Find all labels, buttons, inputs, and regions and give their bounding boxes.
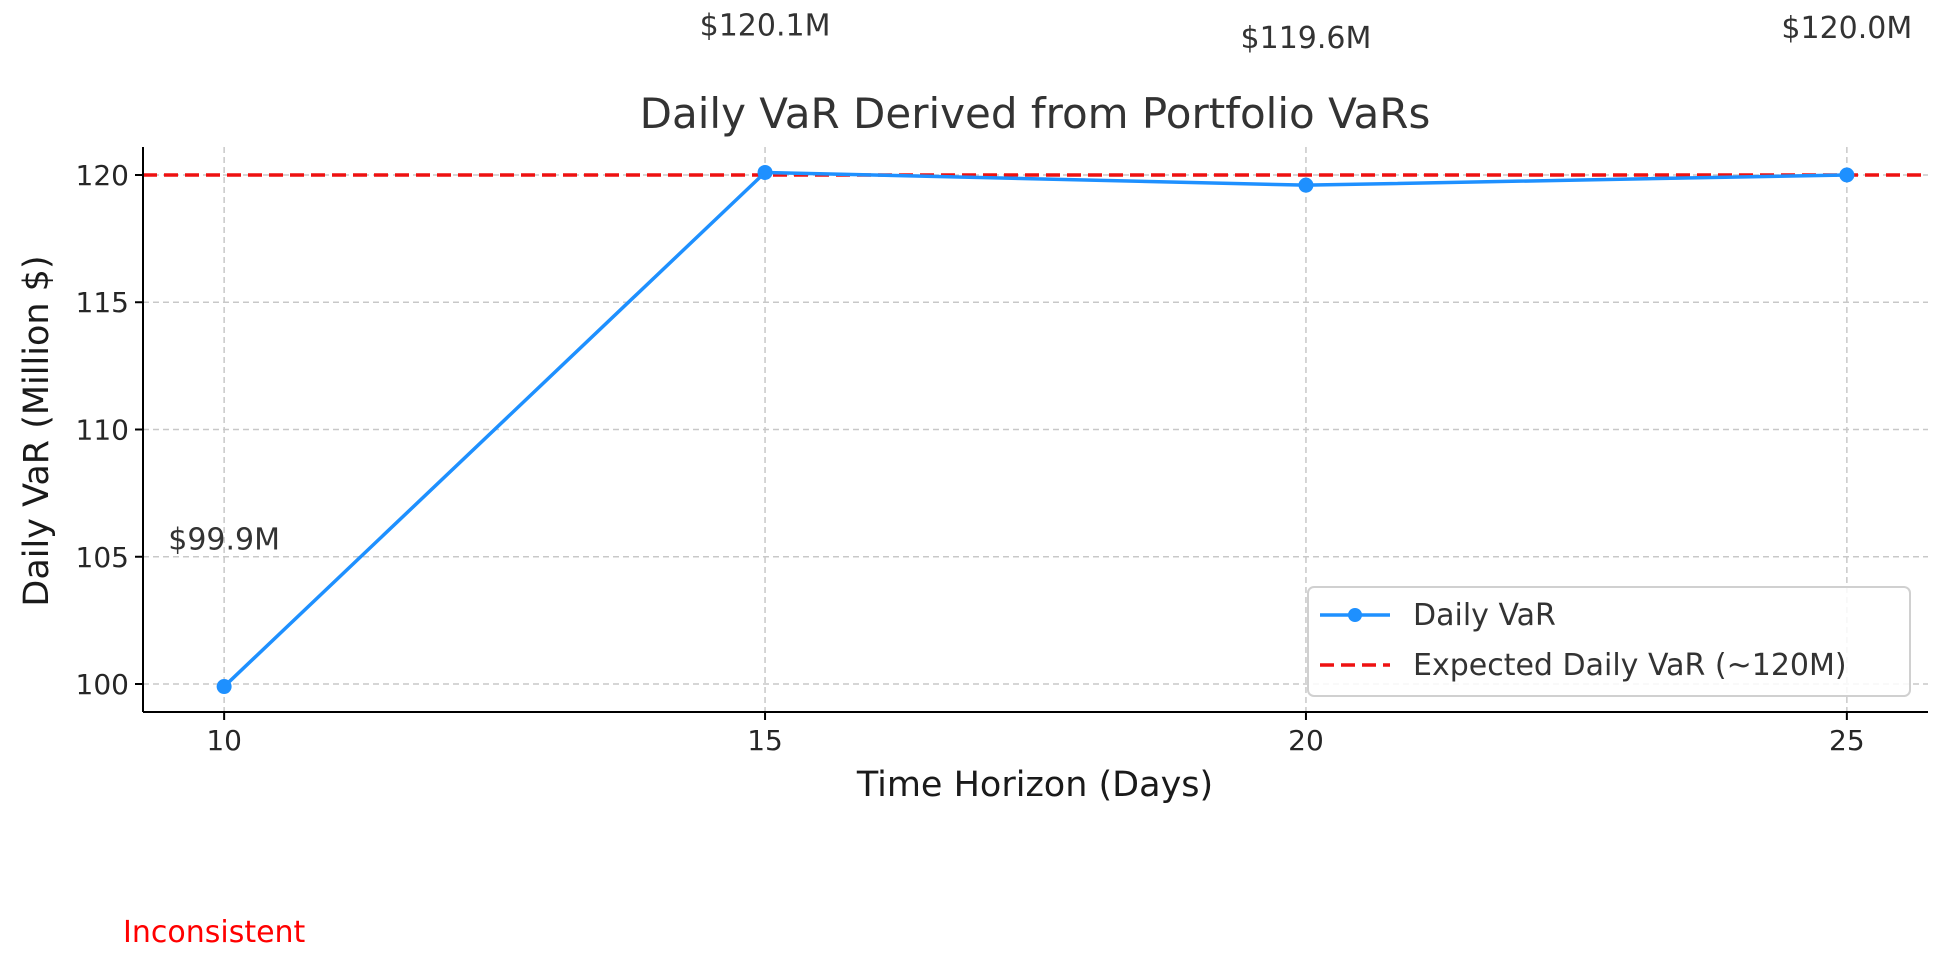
chart-title: Daily VaR Derived from Portfolio VaRs [640,89,1431,138]
x-tick-label-10: 10 [206,724,242,757]
x-tick-label-15: 15 [747,724,783,757]
daily-var-data-label-25: $120.0M [1781,11,1912,46]
daily-var-data-label-20: $119.6M [1241,21,1372,56]
x-axis-title: Time Horizon (Days) [856,765,1213,805]
legend-daily-var-label: Daily VaR [1413,598,1556,633]
x-tick-label-25: 25 [1829,724,1865,757]
tick-labels: 100 105 110 115 120 10 15 20 25 [76,159,1865,757]
axes [135,147,1928,720]
daily-var-data-label-10: $99.9M [168,523,280,558]
y-tick-label-120: 120 [76,159,129,192]
daily-var-data-label-15: $120.1M [700,8,831,43]
legend-daily-var-swatch-marker [1348,608,1362,622]
data-labels: $99.9M $120.1M $119.6M $120.0M [168,8,1912,557]
daily-var-point-25 [1839,167,1855,183]
series-layer [216,164,1855,695]
y-axis-title: Daily VaR (Million $) [17,255,57,606]
y-tick-label-115: 115 [76,286,129,319]
legend: Daily VaR Expected Daily VaR (~120M) [1307,586,1911,697]
inconsistent-annotation: Inconsistent [123,915,306,950]
y-tick-label-105: 105 [76,541,129,574]
y-tick-label-110: 110 [76,414,129,447]
y-tick-label-100: 100 [76,668,129,701]
daily-var-point-20 [1298,177,1314,193]
legend-frame [1307,586,1911,697]
daily-var-point-15 [757,164,773,180]
legend-expected-label: Expected Daily VaR (~120M) [1413,648,1847,683]
daily-var-point-10 [216,679,232,695]
x-tick-label-20: 20 [1288,724,1324,757]
daily-var-line [222,170,1847,688]
